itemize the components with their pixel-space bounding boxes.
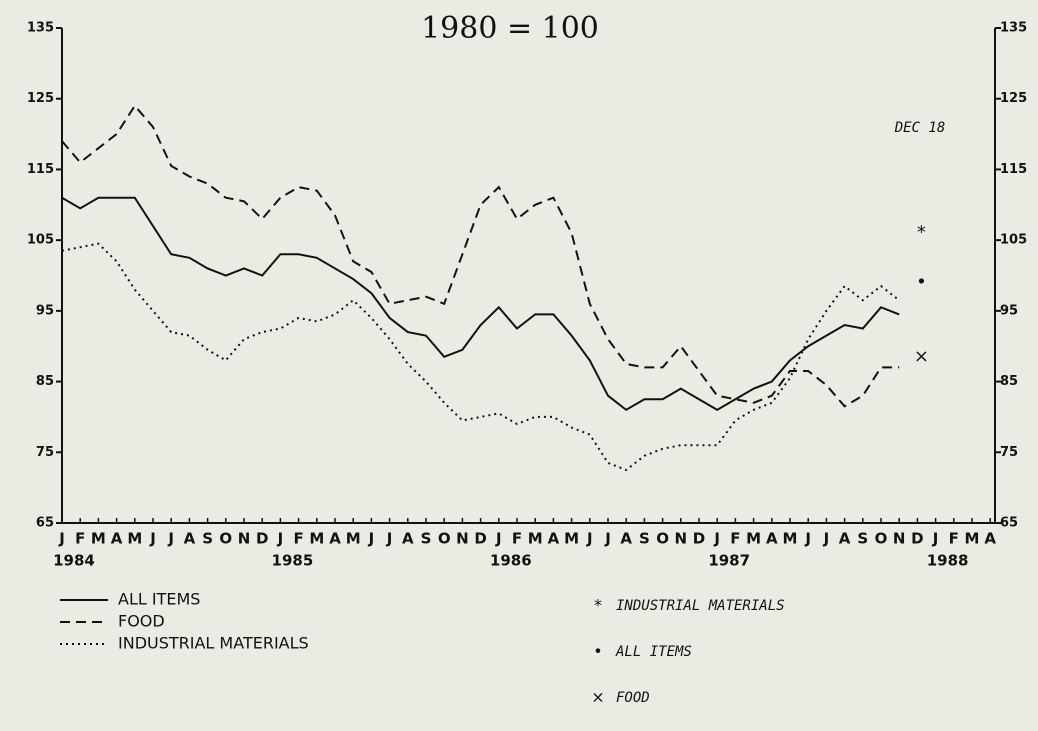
- x-tick-label: D: [911, 530, 923, 548]
- x-tick-label: M: [528, 530, 543, 548]
- x-tick-label: D: [693, 530, 705, 548]
- series-line: [61, 196, 900, 412]
- y2-tick-label: 135: [1000, 21, 1027, 36]
- legend-label: INDUSTRIAL MATERIALS: [118, 634, 309, 653]
- x-tick-label: F: [949, 530, 959, 548]
- x-tick-label: M: [746, 530, 761, 548]
- y2-tick-label: 95: [1000, 303, 1018, 318]
- chart-title: 1980 = 100: [421, 11, 599, 46]
- x-tick-label: J: [149, 530, 156, 548]
- dec-point: ×: [914, 346, 929, 367]
- series-line: [61, 242, 900, 472]
- x-tick-label: O: [656, 530, 669, 548]
- y-tick-label: 105: [27, 233, 54, 248]
- y-tick-label: 115: [27, 162, 54, 177]
- x-tick-label: M: [965, 530, 980, 548]
- x-tick-label: M: [346, 530, 361, 548]
- x-tick-label: F: [293, 530, 303, 548]
- y2-tick-label: 75: [1000, 445, 1018, 460]
- y-tick-label: 135: [27, 21, 54, 36]
- x-tick-label: J: [604, 530, 611, 548]
- x-tick-label: F: [730, 530, 740, 548]
- x-tick-label: F: [75, 530, 85, 548]
- x-tick-label: O: [875, 530, 888, 548]
- y-tick-label: 75: [36, 445, 54, 460]
- x-tick-label: M: [564, 530, 579, 548]
- x-tick-label: J: [713, 530, 720, 548]
- x-tick-label: N: [675, 530, 688, 548]
- y2-tick-label: 115: [1000, 162, 1027, 177]
- x-tick-label: N: [893, 530, 906, 548]
- series-line: [61, 104, 900, 408]
- x-tick-label: S: [857, 530, 868, 548]
- year-label: 1985: [272, 552, 314, 570]
- x-tick-label: O: [219, 530, 232, 548]
- annotation: DEC 18: [894, 120, 946, 136]
- y-tick-label: 95: [36, 303, 54, 318]
- x-tick-label: M: [127, 530, 142, 548]
- x-tick-label: D: [474, 530, 486, 548]
- x-tick-label: A: [984, 530, 996, 548]
- x-tick-label: S: [202, 530, 213, 548]
- y2-tick-label: 65: [1000, 516, 1018, 531]
- x-tick-label: N: [456, 530, 469, 548]
- x-tick-label: J: [386, 530, 393, 548]
- y2-tick-label: 105: [1000, 233, 1027, 248]
- dec-point: •: [916, 272, 927, 293]
- x-tick-label: M: [309, 530, 324, 548]
- x-tick-label: A: [548, 530, 560, 548]
- legend-label: ALL ITEMS: [118, 590, 200, 609]
- year-label: 1984: [53, 552, 95, 570]
- x-tick-label: J: [586, 530, 593, 548]
- x-tick-label: J: [277, 530, 284, 548]
- x-tick-label: J: [823, 530, 830, 548]
- x-tick-label: J: [368, 530, 375, 548]
- x-tick-label: A: [184, 530, 196, 548]
- year-label: 1986: [490, 552, 532, 570]
- y-tick-label: 85: [36, 374, 54, 389]
- x-tick-label: S: [639, 530, 650, 548]
- x-tick-label: J: [167, 530, 174, 548]
- x-tick-label: J: [58, 530, 65, 548]
- x-tick-label: A: [839, 530, 851, 548]
- dec-legend-symbol: *: [594, 596, 602, 615]
- year-label: 1988: [927, 552, 969, 570]
- dec-legend-symbol: •: [593, 642, 602, 661]
- x-tick-label: A: [329, 530, 341, 548]
- x-tick-label: D: [256, 530, 268, 548]
- x-tick-label: A: [402, 530, 414, 548]
- dec-legend-symbol: ×: [591, 688, 604, 707]
- dec-legend-label: FOOD: [616, 690, 650, 706]
- x-tick-label: J: [804, 530, 811, 548]
- x-tick-label: S: [421, 530, 432, 548]
- y2-tick-label: 125: [1000, 91, 1027, 106]
- dec-legend-label: INDUSTRIAL MATERIALS: [616, 598, 785, 614]
- x-tick-label: M: [783, 530, 798, 548]
- x-tick-label: F: [512, 530, 522, 548]
- legend-label: FOOD: [118, 612, 165, 631]
- x-tick-label: A: [111, 530, 123, 548]
- x-tick-label: M: [91, 530, 106, 548]
- x-tick-label: A: [766, 530, 778, 548]
- x-tick-label: O: [438, 530, 451, 548]
- x-tick-label: N: [238, 530, 251, 548]
- dec-point: *: [917, 222, 926, 243]
- y2-tick-label: 85: [1000, 374, 1018, 389]
- x-tick-label: J: [932, 530, 939, 548]
- y-tick-label: 125: [27, 91, 54, 106]
- dec-legend-label: ALL ITEMS: [615, 644, 692, 660]
- y-tick-label: 65: [36, 516, 54, 531]
- year-label: 1987: [708, 552, 750, 570]
- x-tick-label: A: [620, 530, 632, 548]
- x-tick-label: J: [495, 530, 502, 548]
